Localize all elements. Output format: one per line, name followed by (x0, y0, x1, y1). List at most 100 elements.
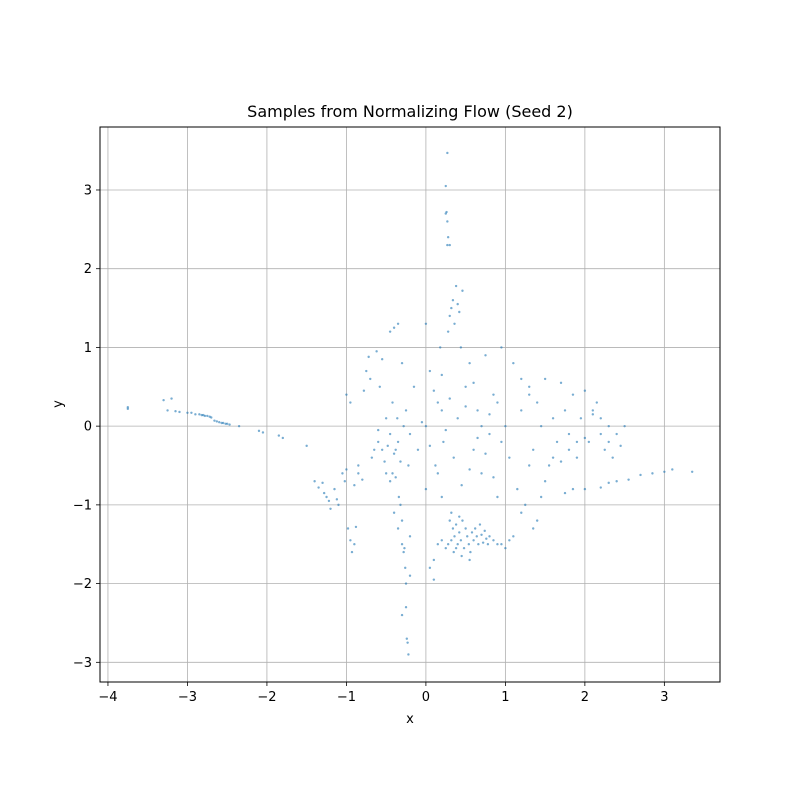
data-point (345, 468, 348, 471)
data-point (454, 523, 458, 526)
data-point (126, 407, 130, 411)
data-point (396, 322, 400, 326)
x-tick-label: −3 (178, 690, 197, 705)
data-point (261, 431, 265, 434)
data-point (508, 456, 511, 459)
data-point (206, 414, 209, 418)
data-point (571, 393, 575, 396)
data-point (333, 487, 336, 491)
data-point (305, 444, 308, 448)
data-point (496, 543, 499, 546)
data-point (468, 468, 471, 471)
data-point (228, 423, 231, 426)
data-point (472, 539, 475, 542)
data-point (488, 535, 491, 538)
data-point (439, 346, 442, 349)
y-tick-label: −1 (73, 498, 92, 513)
data-point (543, 377, 547, 381)
data-point (450, 539, 453, 542)
data-point (539, 424, 543, 428)
data-point (500, 346, 503, 349)
data-point (528, 393, 531, 396)
data-point (480, 424, 483, 428)
data-point (428, 566, 432, 570)
data-point (458, 310, 461, 314)
chart-title: Samples from Normalizing Flow (Seed 2) (247, 102, 573, 121)
data-point (388, 480, 392, 483)
data-point (384, 472, 388, 475)
data-point (354, 525, 358, 529)
data-point (357, 464, 360, 467)
x-tick-label: −2 (257, 690, 276, 705)
data-point (446, 543, 450, 546)
data-point (325, 495, 328, 499)
data-point (480, 533, 483, 536)
x-tick-label: 2 (581, 690, 589, 705)
data-point (329, 507, 332, 511)
data-point (257, 429, 261, 433)
data-point (516, 487, 519, 491)
data-point (448, 519, 451, 522)
data-point (378, 385, 381, 388)
data-point (454, 546, 458, 550)
data-point (335, 498, 339, 501)
data-point (575, 456, 579, 459)
data-point (453, 535, 456, 538)
data-point (619, 444, 622, 448)
data-point (488, 413, 491, 416)
y-axis-ticks: −3 −2 −1 0 1 2 3 (73, 183, 100, 671)
data-point (473, 527, 477, 530)
x-tick-label: 1 (501, 690, 509, 705)
data-point (436, 401, 440, 404)
data-point (456, 302, 459, 306)
data-point (459, 346, 463, 349)
data-point (458, 531, 461, 534)
data-point (408, 432, 412, 436)
data-point (327, 499, 331, 503)
data-point (416, 448, 420, 451)
data-point (397, 495, 401, 499)
data-point (424, 424, 428, 428)
y-axis-label: y (51, 400, 66, 408)
data-point (380, 358, 384, 361)
data-point (380, 448, 384, 451)
data-point (535, 401, 539, 404)
data-point (583, 487, 587, 491)
data-point (579, 417, 583, 420)
data-point (373, 448, 376, 451)
data-point (399, 460, 402, 463)
plot-frame (99, 126, 721, 683)
data-point (478, 523, 482, 526)
x-axis-label: x (406, 712, 414, 727)
data-point (446, 220, 449, 223)
data-point (406, 641, 409, 644)
data-point (396, 527, 400, 530)
data-point (591, 409, 595, 412)
data-point (377, 428, 380, 432)
data-point (392, 452, 396, 455)
data-point (361, 478, 364, 481)
data-point (599, 486, 602, 489)
data-point (476, 409, 479, 412)
data-point (458, 515, 461, 518)
data-point (346, 527, 350, 530)
data-point (440, 373, 443, 377)
data-point (377, 440, 380, 444)
data-point (595, 401, 598, 404)
data-point (178, 410, 181, 414)
data-point (213, 419, 216, 422)
data-point (623, 424, 626, 428)
data-point (448, 314, 451, 318)
data-point (599, 417, 602, 420)
data-point (464, 527, 467, 530)
data-point (448, 243, 451, 247)
data-point (690, 470, 694, 474)
data-point (448, 397, 451, 400)
data-point (563, 409, 567, 412)
data-point (432, 578, 436, 581)
data-point (322, 491, 326, 495)
data-point (575, 440, 579, 444)
data-point (445, 210, 448, 214)
data-point (394, 448, 397, 451)
data-point (353, 543, 356, 546)
